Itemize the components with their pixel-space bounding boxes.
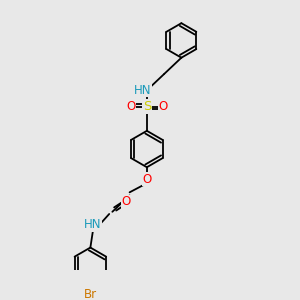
Text: S: S — [143, 100, 151, 113]
Text: O: O — [122, 195, 131, 208]
Text: O: O — [142, 172, 152, 186]
Text: HN: HN — [134, 84, 152, 97]
Text: O: O — [126, 100, 135, 113]
Text: O: O — [159, 100, 168, 113]
Text: HN: HN — [84, 218, 101, 232]
Text: Br: Br — [84, 287, 97, 300]
